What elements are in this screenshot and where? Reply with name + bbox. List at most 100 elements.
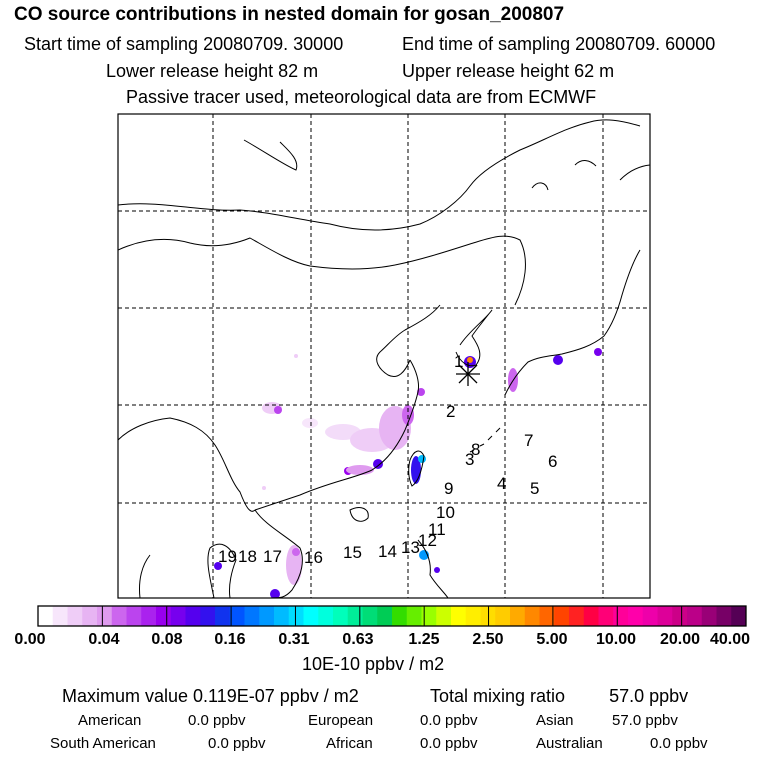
coast-burma: [139, 554, 151, 598]
colorbar-label-11: 40.00: [709, 631, 751, 648]
colorbar-label-10: 20.00: [659, 631, 701, 648]
blob-coast-6: [346, 465, 374, 475]
colorbar-swatch-1: [52, 606, 68, 626]
region-african-name: African: [326, 735, 373, 752]
colorbar-swatch-18: [303, 606, 319, 626]
coast-vietnam: [254, 509, 303, 598]
border-mongolia: [118, 237, 396, 270]
region-south-american-value: 0.0 ppbv: [208, 735, 266, 752]
track-label-4: 4: [497, 474, 506, 493]
track-label-5: 5: [530, 479, 539, 498]
colorbar-swatch-9: [170, 606, 186, 626]
blob-taiwan-core: [418, 455, 426, 463]
coast-luzon: [417, 539, 449, 598]
region-australian-value: 0.0 ppbv: [650, 735, 708, 752]
colorbar-swatch-3: [82, 606, 98, 626]
blob-inland-2: [302, 418, 318, 428]
colorbar-swatch-13: [229, 606, 245, 626]
colorbar-swatch-5: [111, 606, 127, 626]
coast-baikal: [243, 139, 298, 171]
colorbar-swatch-10: [185, 606, 201, 626]
track-label-10: 10: [436, 503, 455, 522]
track-label-3: 3: [465, 450, 474, 469]
track-label-8: 8: [471, 440, 480, 459]
colorbar-swatch-21: [347, 606, 363, 626]
track-label-7: 7: [524, 431, 533, 450]
coast-japan: [504, 249, 641, 396]
colorbar-swatch-6: [126, 606, 142, 626]
colorbar-swatch-24: [392, 606, 408, 626]
total-mixing-ratio-value: 57.0 ppbv: [609, 686, 689, 706]
border-southasia: [118, 417, 256, 512]
colorbar-label-1: 0.04: [88, 631, 120, 648]
colorbar-swatch-29: [465, 606, 481, 626]
map-area: 1 2 3 4 5 6 7 8 9 10 11 12 13 14 15 16 1…: [118, 114, 650, 598]
coast-sakhalin: [574, 160, 597, 167]
colorbar-swatch-17: [288, 606, 304, 626]
colorbar-swatch-34: [539, 606, 555, 626]
colorbar-swatch-2: [67, 606, 83, 626]
track-label-18: 18: [238, 547, 257, 566]
region-australian-name: Australian: [536, 735, 603, 752]
region-african-value: 0.0 ppbv: [420, 735, 478, 752]
blob-yangtze: [417, 388, 425, 396]
colorbar-label-5: 0.63: [342, 631, 374, 648]
track-labels: 1 2 3 4 5 6 7 8 9 10 11 12 13 14 15 16 1…: [218, 352, 557, 567]
track-label-14: 14: [378, 542, 397, 561]
blob-thailand: [214, 562, 222, 570]
colorbar-label-2: 0.08: [151, 631, 183, 648]
track-label-15: 15: [343, 543, 362, 562]
colorbar-frame: [37, 605, 747, 627]
blob-speck-2: [262, 486, 266, 490]
coast-hokkaido: [619, 164, 650, 181]
gridlines: [118, 114, 650, 598]
colorbar-swatch-33: [524, 606, 540, 626]
track-label-16: 16: [304, 548, 323, 567]
track-label-1: 1: [454, 352, 463, 371]
total-mixing-ratio: Total mixing ratio 57.0 ppbv: [430, 686, 688, 707]
model-note: Passive tracer used, meteorological data…: [126, 87, 597, 107]
blob-luzon-2: [434, 567, 440, 573]
colorbar-swatch-30: [480, 606, 496, 626]
colorbar-unit: 10E-10 ppbv / m2: [302, 654, 445, 674]
colorbar-swatch-32: [510, 606, 526, 626]
colorbar-swatch-44: [687, 606, 703, 626]
colorbar-swatch-7: [141, 606, 157, 626]
border-manchuria: [394, 235, 526, 306]
colorbar-swatch-38: [598, 606, 614, 626]
region-south-american-name: South American: [50, 735, 156, 752]
colorbar-swatch-4: [97, 606, 113, 626]
colorbar-swatch-41: [642, 606, 658, 626]
colorbar-swatch-35: [554, 606, 570, 626]
blob-speck-1: [294, 354, 298, 358]
blob-inland-1-core: [274, 406, 282, 414]
colorbar-label-6: 1.25: [408, 631, 440, 648]
colorbar-swatch-31: [495, 606, 511, 626]
region-asian-name: Asian: [536, 712, 574, 729]
coast-china-east: [254, 359, 419, 511]
colorbar: [37, 605, 747, 627]
colorbar-swatch-27: [436, 606, 452, 626]
track-label-13: 13: [401, 538, 420, 557]
blob-korea-core: [467, 357, 473, 363]
colorbar-swatch-11: [200, 606, 216, 626]
colorbar-swatch-15: [259, 606, 275, 626]
sampling-end: End time of sampling 20080709. 60000: [402, 34, 716, 54]
blob-mekong: [270, 589, 280, 598]
colorbar-swatch-0: [38, 606, 54, 626]
track-label-19: 19: [218, 547, 237, 566]
blob-vietnam-core: [292, 548, 300, 556]
colorbar-swatch-22: [362, 606, 378, 626]
map-frame: [117, 113, 651, 599]
total-mixing-ratio-label: Total mixing ratio: [430, 686, 566, 706]
colorbar-swatch-47: [731, 606, 747, 626]
blob-kansai: [553, 355, 563, 365]
colorbar-swatch-39: [613, 606, 629, 626]
blob-tokyo: [594, 348, 602, 356]
coast-bohai: [376, 304, 441, 377]
track-label-2: 2: [446, 402, 455, 421]
colorbar-swatch-23: [377, 606, 393, 626]
receptor-star-icon: [456, 362, 480, 386]
